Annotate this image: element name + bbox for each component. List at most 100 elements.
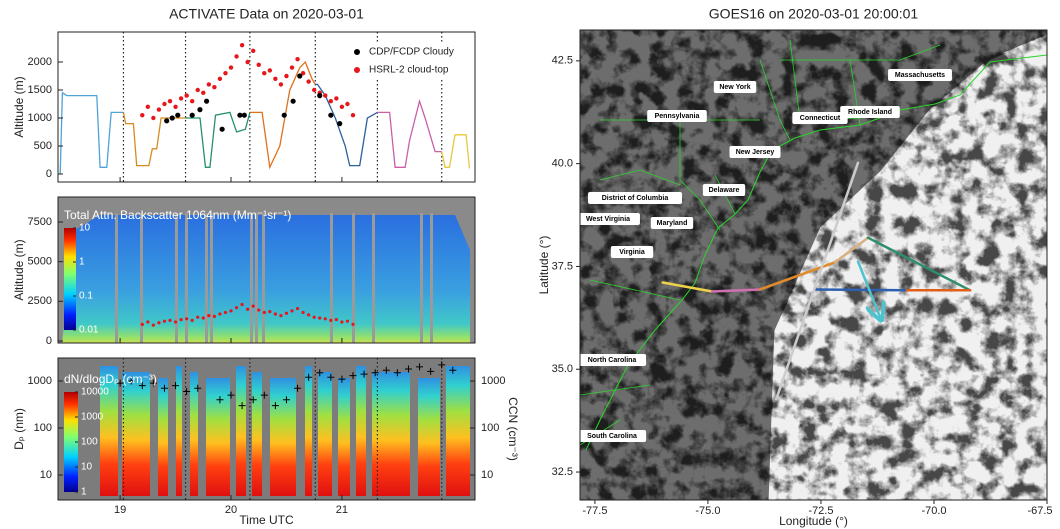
- ccn-marker: [382, 366, 390, 374]
- scatter-point: [217, 76, 223, 82]
- colorbar-tick-label: 1000: [81, 412, 104, 423]
- state-label: Massachusetts: [895, 72, 945, 79]
- state-label: Connecticut: [800, 115, 841, 122]
- y-tick-label: 32.5: [552, 466, 573, 478]
- ccn-marker: [338, 375, 346, 383]
- scatter-point: [328, 112, 334, 118]
- cloud-top-point: [329, 318, 333, 322]
- state-label: North Carolina: [588, 357, 637, 364]
- state-label-box: [610, 246, 654, 258]
- state-label: South Carolina: [587, 433, 637, 440]
- state-label-box: [888, 69, 952, 81]
- cloud-top-point: [284, 311, 289, 315]
- legend-marker: [354, 49, 360, 55]
- colorbar-label: Total Attn. Backscatter 1064nm (Mm⁻¹sr⁻¹…: [64, 208, 291, 222]
- legend-label: HSRL-2 cloud-top: [369, 65, 449, 76]
- data-gap: [352, 213, 355, 343]
- axis-label: Altitude (m): [12, 239, 26, 300]
- state-label-box: [580, 354, 647, 366]
- cloud-top-point: [146, 320, 150, 324]
- axis-label: Altitude (m): [12, 76, 26, 137]
- size-distribution-field: [418, 378, 440, 496]
- x-tick-label: -77.5: [582, 505, 607, 517]
- ccn-marker: [416, 363, 424, 371]
- scatter-point: [239, 43, 245, 48]
- colorbar: [64, 392, 78, 492]
- scatter-point: [278, 82, 284, 87]
- scatter-point: [204, 98, 210, 104]
- state-label: West Virginia: [586, 216, 630, 223]
- y-tick-label: 0: [46, 335, 52, 347]
- ccn-marker: [194, 384, 202, 392]
- size-distribution-field: [158, 378, 168, 496]
- scatter-point: [234, 54, 239, 59]
- scatter-point: [212, 85, 217, 90]
- altitude-panel: ACTIVATE Data on 2020-03-01 CDP/FCDP Clou…: [12, 6, 476, 183]
- ccn-marker: [227, 391, 235, 399]
- size-distribution-field: [252, 372, 262, 496]
- cloud-top-point: [345, 319, 350, 323]
- size-distribution-field: [356, 366, 366, 496]
- cloud-top-point: [218, 312, 222, 316]
- state-border: [580, 384, 651, 396]
- scatter-point: [164, 118, 170, 124]
- scatter-point: [350, 113, 356, 118]
- axes-frame: [579, 29, 1048, 501]
- axis-label: Latitude (°): [537, 236, 551, 295]
- cloud-top-point: [246, 307, 250, 311]
- cloud-top-point: [196, 315, 200, 319]
- ccn-marker: [116, 379, 124, 387]
- cloud-top-point: [268, 310, 272, 314]
- scatter-point: [206, 82, 212, 87]
- ccn-marker: [172, 382, 180, 390]
- map-title: GOES16 on 2020-03-01 20:00:01: [709, 6, 919, 22]
- size-distribution-field: [446, 366, 470, 496]
- ccn-marker: [305, 373, 313, 381]
- scatter-point: [250, 48, 256, 54]
- legend: CDP/FCDP Cloudy HSRL-2 cloud-top: [347, 42, 469, 80]
- altitude-line: [249, 60, 316, 170]
- colorbar-tick-label: 10000: [81, 387, 109, 398]
- data-gap: [255, 213, 258, 343]
- scatter-point: [245, 59, 250, 65]
- ccn-marker: [393, 369, 401, 377]
- state-label-box: [647, 110, 707, 122]
- scatter-point: [228, 65, 234, 70]
- size-distribution-field: [338, 378, 350, 496]
- data-gap: [205, 213, 208, 343]
- data-gap: [140, 213, 143, 343]
- scatter-point: [273, 76, 278, 82]
- ccn-marker: [327, 373, 335, 381]
- scatter-point: [140, 113, 145, 118]
- scatter-point: [328, 99, 334, 104]
- x-tick-label: -70.0: [921, 505, 946, 517]
- y-tick-label: 500: [34, 140, 52, 152]
- size-distribution-field: [176, 366, 182, 496]
- scatter-point: [219, 126, 225, 132]
- scatter-point: [237, 112, 243, 118]
- axis-label: Time UTC: [239, 513, 294, 527]
- cloud-top-point: [318, 316, 322, 320]
- cloud-top-point: [257, 308, 261, 312]
- size-distribution-field: [372, 372, 410, 496]
- scatter-point: [189, 112, 195, 118]
- cloud-top-point: [273, 312, 277, 316]
- colorbar-label: dN/dlogDₚ (cm⁻³): [64, 372, 157, 386]
- state-label-box: [650, 217, 694, 229]
- axis-label: CCN (cm⁻³): [506, 397, 520, 461]
- ccn-marker: [149, 379, 157, 387]
- flight-track: [833, 236, 870, 264]
- data-gap: [372, 213, 375, 343]
- ccn-marker: [271, 402, 279, 410]
- y-tick-label: 1000: [28, 375, 52, 387]
- satellite-image: New York Pennsylvania Connecticut Rhode Isl…: [580, 30, 1047, 500]
- ccn-marker: [249, 396, 257, 404]
- flight-track: [866, 236, 972, 292]
- scatter-point: [156, 107, 162, 112]
- state-label: Maryland: [657, 220, 688, 227]
- cloud-top-point: [168, 318, 172, 322]
- state-label-box: [588, 192, 682, 204]
